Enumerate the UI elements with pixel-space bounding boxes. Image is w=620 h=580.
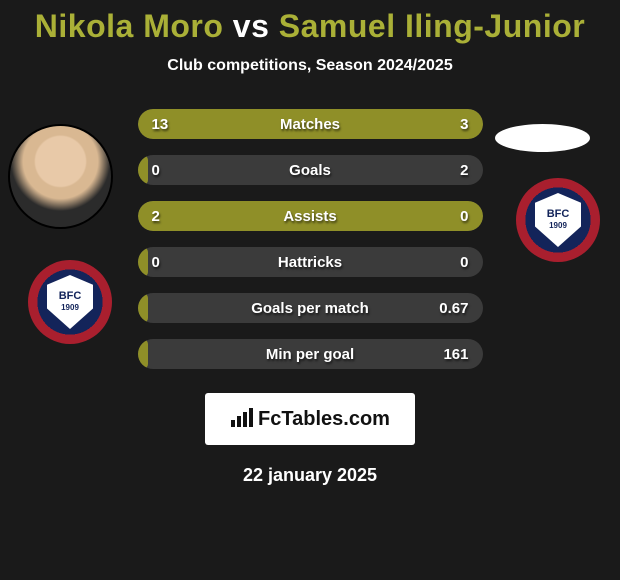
stat-label: Goals: [289, 162, 331, 179]
site-badge: FcTables.com: [205, 393, 415, 445]
stat-fill: [138, 293, 148, 323]
player2-club-badge: BFC 1909: [516, 178, 600, 262]
club-abbrev: BFC 1909: [547, 209, 570, 231]
stat-right-value: 0: [460, 208, 468, 225]
stat-left-value: 13: [152, 116, 169, 133]
site-chart-icon: [230, 406, 254, 432]
stat-fill: [138, 247, 148, 277]
player1-name: Nikola Moro: [35, 8, 224, 44]
stat-label: Matches: [280, 116, 340, 133]
stat-row: 2 Assists 0: [138, 201, 483, 231]
stat-row: 0 Hattricks 0: [138, 247, 483, 277]
footer-date: 22 january 2025: [0, 465, 620, 486]
stat-label: Min per goal: [266, 346, 354, 363]
stat-left-value: 2: [152, 208, 160, 225]
stat-right-value: 2: [460, 162, 468, 179]
stat-right-value: 0.67: [439, 300, 468, 317]
player1-club-badge: BFC 1909: [28, 260, 112, 344]
stat-left-value: 0: [152, 162, 160, 179]
player2-avatar: [495, 124, 590, 152]
stat-left-value: 0: [152, 254, 160, 271]
site-name: FcTables.com: [258, 408, 390, 431]
player2-name: Samuel Iling-Junior: [279, 8, 585, 44]
stat-row: 0 Goals 2: [138, 155, 483, 185]
stat-right-value: 3: [460, 116, 468, 133]
stat-label: Assists: [283, 208, 336, 225]
stat-fill: [138, 339, 148, 369]
subtitle: Club competitions, Season 2024/2025: [0, 57, 620, 75]
club-abbrev: BFC 1909: [59, 291, 82, 313]
stat-right-value: 0: [460, 254, 468, 271]
stat-row: Min per goal 161: [138, 339, 483, 369]
stat-fill: [138, 155, 148, 185]
stat-label: Goals per match: [251, 300, 369, 317]
stat-label: Hattricks: [278, 254, 342, 271]
player1-avatar: [8, 124, 113, 229]
stat-right-value: 161: [443, 346, 468, 363]
vs-text: vs: [233, 8, 270, 44]
stat-row: 13 Matches 3: [138, 109, 483, 139]
stat-row: Goals per match 0.67: [138, 293, 483, 323]
page-title: Nikola Moro vs Samuel Iling-Junior: [0, 0, 620, 45]
